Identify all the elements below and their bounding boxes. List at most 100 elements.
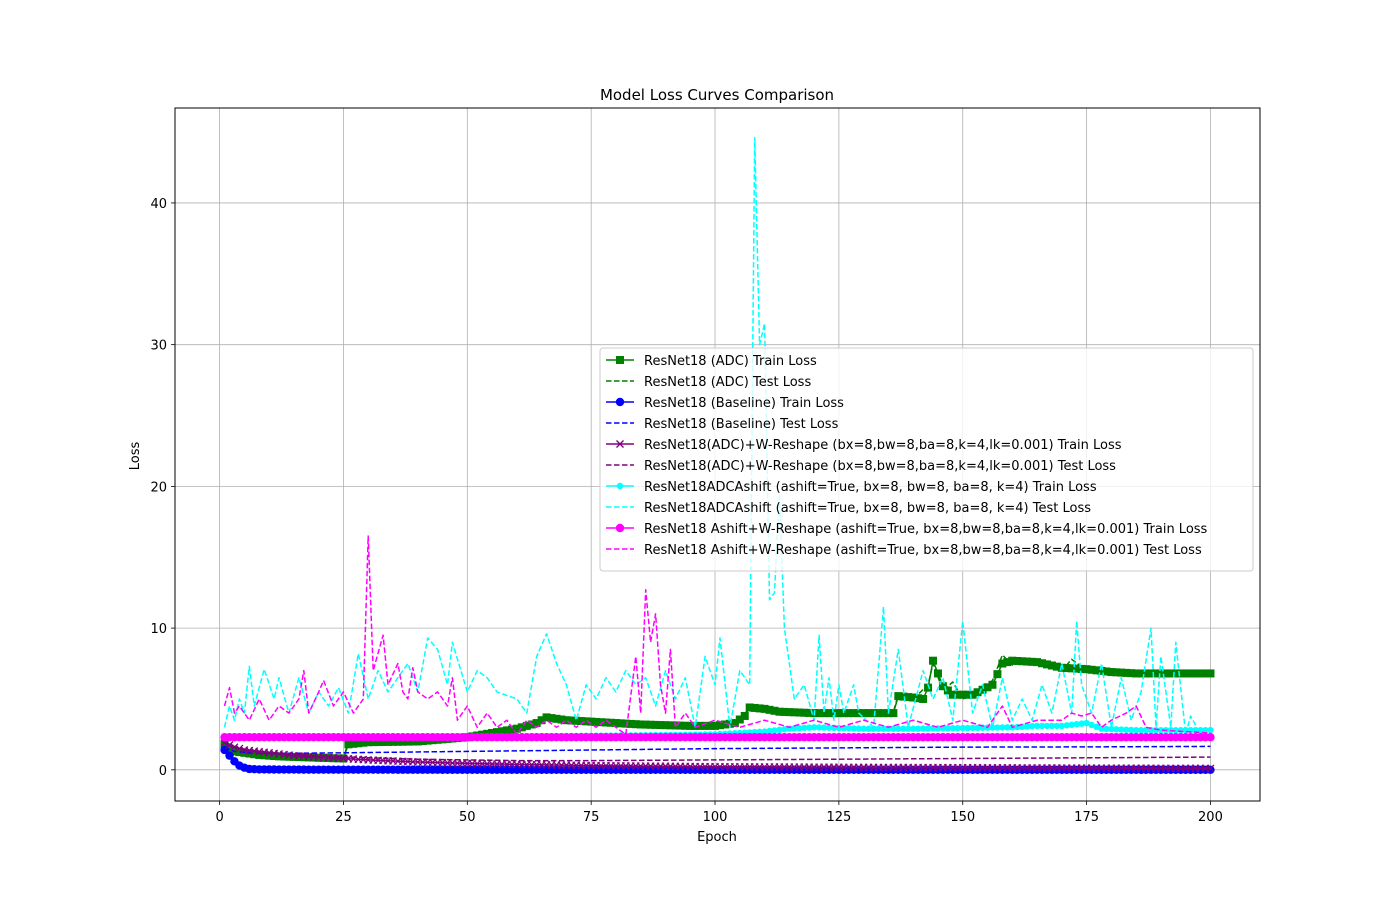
legend-entry: ResNet18ADCAshift (ashift=True, bx=8, bw… bbox=[606, 501, 1091, 516]
data-point-square bbox=[983, 683, 992, 692]
series-5 bbox=[220, 738, 1215, 773]
data-point-circle bbox=[999, 724, 1006, 731]
data-point-x-stroke bbox=[235, 744, 244, 753]
data-point-circle bbox=[1093, 723, 1100, 731]
data-point-square bbox=[993, 670, 1002, 679]
data-point-square bbox=[1142, 669, 1151, 678]
data-point-x-stroke bbox=[616, 440, 624, 448]
data-point-square bbox=[1171, 669, 1180, 678]
data-point-square bbox=[398, 737, 407, 746]
data-point-circle bbox=[880, 725, 887, 732]
data-point-square bbox=[864, 709, 873, 718]
data-point-circle bbox=[909, 725, 917, 732]
data-point-square bbox=[740, 711, 749, 720]
x-tick-label: 25 bbox=[335, 810, 352, 825]
data-point-square bbox=[562, 716, 571, 725]
data-point-circle bbox=[1142, 726, 1150, 734]
series-line bbox=[224, 745, 1211, 755]
data-point-square bbox=[820, 709, 829, 718]
data-point-square bbox=[834, 709, 843, 718]
data-point-square bbox=[1038, 659, 1047, 668]
data-point-square bbox=[1176, 669, 1185, 678]
data-point-square bbox=[532, 719, 541, 728]
legend-label: ResNet18 (Baseline) Train Loss bbox=[644, 396, 844, 411]
data-point-circle bbox=[1083, 719, 1090, 727]
data-point-square bbox=[250, 750, 259, 759]
data-point-square bbox=[1102, 667, 1111, 676]
data-point-circle bbox=[1098, 725, 1105, 732]
data-point-circle bbox=[616, 482, 624, 490]
data-point-circle bbox=[914, 725, 922, 732]
legend-label: ResNet18 (ADC) Train Loss bbox=[644, 354, 817, 369]
data-point-circle bbox=[1033, 722, 1041, 730]
data-point-circle bbox=[815, 724, 823, 731]
data-point-circle bbox=[900, 725, 907, 732]
data-point-square bbox=[364, 738, 373, 747]
legend-entry: ResNet18 Ashift+W-Reshape (ashift=True, … bbox=[606, 543, 1202, 558]
data-point-circle bbox=[1127, 726, 1135, 734]
data-point-square bbox=[770, 706, 779, 715]
data-point-circle bbox=[924, 725, 932, 732]
data-point-circle bbox=[825, 724, 833, 731]
data-point-circle bbox=[919, 725, 927, 732]
legend-entry: ResNet18(ADC)+W-Reshape (bx=8,bw=8,ba=8,… bbox=[606, 438, 1122, 453]
data-point-square bbox=[537, 716, 546, 725]
data-point-circle bbox=[1058, 722, 1066, 730]
data-point-square bbox=[745, 703, 754, 712]
data-point-circle bbox=[905, 725, 912, 732]
data-point-square bbox=[275, 752, 284, 761]
data-point-circle bbox=[1108, 725, 1115, 733]
x-tick-label: 200 bbox=[1198, 810, 1223, 825]
data-point-square bbox=[1186, 669, 1195, 678]
data-point-square bbox=[602, 718, 611, 727]
data-point-circle bbox=[615, 397, 625, 407]
data-point-square bbox=[894, 692, 903, 701]
legend-label: ResNet18 (Baseline) Test Loss bbox=[644, 417, 839, 432]
data-point-square bbox=[522, 721, 531, 730]
data-point-circle bbox=[801, 724, 808, 732]
data-point-square bbox=[1033, 658, 1042, 667]
data-point-square bbox=[958, 690, 967, 699]
y-axis-label: Loss bbox=[128, 442, 143, 471]
data-point-circle bbox=[1206, 733, 1215, 742]
data-point-square bbox=[938, 682, 947, 691]
data-point-square bbox=[1028, 657, 1037, 666]
data-point-circle bbox=[776, 726, 783, 734]
data-point-square bbox=[374, 738, 383, 747]
data-point-square bbox=[616, 719, 625, 728]
data-point-x bbox=[616, 440, 624, 448]
data-point-square bbox=[349, 739, 358, 748]
data-point-square bbox=[720, 720, 729, 729]
legend-label: ResNet18 Ashift+W-Reshape (ashift=True, … bbox=[644, 543, 1202, 558]
data-point-square bbox=[933, 669, 942, 678]
data-point-circle bbox=[1073, 720, 1080, 728]
data-point-square bbox=[1008, 656, 1017, 665]
data-point-square bbox=[1201, 669, 1210, 678]
legend-label: ResNet18 (ADC) Test Loss bbox=[644, 375, 811, 390]
data-point-square bbox=[844, 709, 853, 718]
data-point-circle bbox=[850, 725, 857, 732]
data-point-square bbox=[998, 659, 1007, 668]
data-point-circle bbox=[781, 726, 788, 733]
data-point-square bbox=[270, 752, 279, 761]
data-point-circle bbox=[1038, 722, 1046, 730]
x-axis-label: Epoch bbox=[697, 830, 737, 845]
data-point-square bbox=[1117, 668, 1126, 677]
x-tick-label: 0 bbox=[215, 810, 223, 825]
series-line bbox=[223, 535, 1211, 736]
data-point-circle bbox=[1132, 726, 1140, 734]
data-point-circle bbox=[1157, 726, 1165, 734]
data-point-square bbox=[1077, 664, 1086, 673]
data-point-square bbox=[1166, 669, 1175, 678]
data-point-circle bbox=[1113, 726, 1120, 733]
y-tick-label: 0 bbox=[159, 764, 167, 779]
data-point-square bbox=[953, 690, 962, 699]
legend-label: ResNet18(ADC)+W-Reshape (bx=8,bw=8,ba=8,… bbox=[644, 459, 1116, 474]
data-point-circle bbox=[1043, 722, 1051, 730]
data-point-square bbox=[577, 717, 586, 726]
data-point-square bbox=[919, 694, 928, 703]
x-tick-label: 100 bbox=[703, 810, 728, 825]
data-point-circle bbox=[845, 725, 852, 732]
data-point-circle bbox=[875, 725, 882, 732]
